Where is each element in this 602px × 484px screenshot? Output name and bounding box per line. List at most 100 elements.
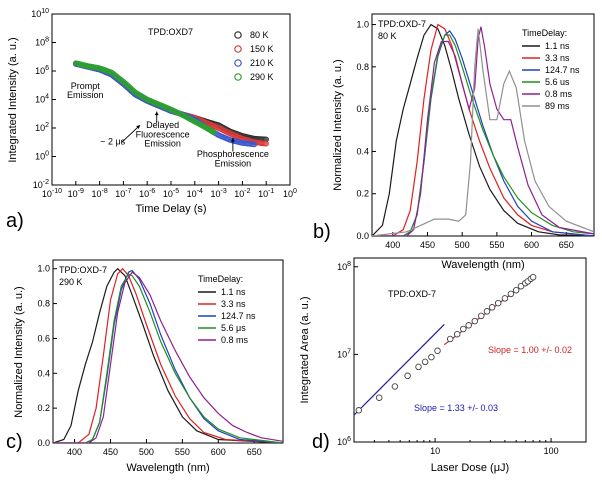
panel-b-ytick-label: 0.2: [356, 189, 369, 199]
panel-b-series-line: [372, 26, 594, 236]
panel-a-legend-label: 290 K: [250, 72, 274, 82]
panel-c-ytick-label: 0.0: [37, 438, 50, 448]
panel-a-annotation: Prompt: [71, 81, 101, 91]
panel-d-point: [415, 363, 422, 371]
panel-d-fit-blue-label: Slope = 1.33 +/- 0.03: [414, 403, 498, 413]
panel-b-legend-title: TimeDelay:: [522, 28, 567, 38]
panel-d-ticks: 10 100 106 107 108: [337, 261, 587, 456]
panel-a-title: TPD:OXD7: [148, 27, 193, 37]
panel-d-point: [355, 407, 363, 414]
panel-a-legend: 80 K 150 K 210 K 290 K: [234, 30, 274, 82]
panel-a-annotation: ~ 2 μs: [100, 136, 125, 146]
panel-a-xtick-label: 10-4: [187, 188, 203, 199]
panel-b-xtick-label: 650: [559, 240, 574, 250]
panel-c-frame: [52, 259, 284, 444]
panel-c-xtick-label: 450: [103, 447, 118, 457]
panel-d-ytick-label: 107: [337, 348, 351, 359]
panel-b-legend-label: 0.8 ms: [545, 89, 573, 99]
panel-a-arrow: [120, 124, 141, 144]
panel-b-legend: TimeDelay: 1.1 ns 3.3 ns 124.7 ns 5.6 us 0.8 …: [522, 28, 580, 111]
panel-d-point: [507, 290, 515, 298]
panel-d-xtick-label: 10: [430, 446, 440, 456]
panel-d-point: [494, 299, 502, 307]
panel-c-xtick-label: 550: [175, 447, 190, 457]
panel-b-ytick-label: 0.6: [356, 104, 369, 114]
panel-b-label: b): [313, 221, 331, 243]
panel-a-xtick-label: 10-10: [42, 188, 62, 199]
panel-a-xtick-label: 10-7: [115, 188, 131, 199]
panel-a-ytick-label: 104: [35, 94, 49, 105]
panel-a-xtick-label: 10-8: [91, 188, 107, 199]
panel-d-ytick-label: 108: [337, 261, 351, 272]
panel-c-legend-label: 1.1 ns: [221, 287, 246, 297]
panel-d-point: [483, 308, 491, 315]
panel-b: 400 450 500 550 600 650 0.0 0.2 0.4 0.6 0.8 1.0 TPD…: [313, 13, 595, 271]
panel-c-subtitle: 290 K: [59, 277, 83, 287]
panel-a-annotation: Emission: [144, 139, 181, 149]
panel-b-xtick-label: 450: [420, 240, 435, 250]
panel-d-fit-red-label: Slope = 1.00 +/- 0.02: [488, 345, 572, 355]
panel-b-legend-label: 3.3 ns: [545, 53, 570, 63]
panel-a-point: [211, 129, 217, 136]
panel-d-point: [471, 317, 479, 325]
panel-d-point: [428, 353, 435, 361]
panel-c-legend-label: 5.6 μs: [221, 323, 246, 333]
panel-c-label: c): [6, 431, 23, 453]
panel-a-xtick-label: 100: [283, 188, 297, 199]
panel-d-point: [421, 358, 429, 366]
panel-a-xlabel: Time Delay (s): [135, 203, 206, 215]
panel-d-point: [446, 335, 454, 343]
panel-a-ytick-label: 106: [35, 65, 49, 76]
panel-c-xtick-label: 600: [211, 447, 226, 457]
panel-b-legend-label: 5.6 us: [545, 77, 570, 87]
panel-d-point: [375, 394, 383, 401]
panel-c-ytick-label: 1.0: [37, 264, 50, 274]
panel-c-legend-title: TimeDelay:: [198, 274, 243, 284]
panel-c-ytick-label: 0.2: [37, 403, 50, 413]
panel-a-label: a): [6, 210, 24, 232]
panel-d-point: [453, 330, 461, 338]
panel-d-label: d): [312, 431, 330, 453]
panel-a-legend-marker: [234, 59, 242, 67]
panel-c-title: TPD:OXD-7: [59, 265, 107, 275]
panel-a-point: [251, 141, 258, 148]
panel-c: 400 450 500 550 600 650 0.0 0.2 0.4 0.6 0.8 1.0 TPD…: [6, 259, 284, 474]
panel-d-point: [434, 347, 441, 355]
panel-b-xtick-label: 600: [524, 240, 539, 250]
panel-c-series-line: [53, 267, 283, 443]
panel-d-fit-line: [353, 324, 445, 416]
panel-a-annotation: Fluorescence: [136, 129, 190, 139]
panel-d-xtick-label: 100: [544, 446, 559, 456]
panel-c-xtick-label: 650: [247, 447, 262, 457]
panel-b-legend-label: 89 ms: [545, 101, 570, 111]
panel-d-point: [460, 325, 467, 333]
panel-b-ticks: 400 450 500 550 600 650 0.0 0.2 0.4 0.6 0.8 1.0: [356, 20, 573, 250]
panel-d-ytick-label: 106: [337, 436, 351, 447]
panel-a-legend-label: 150 K: [250, 44, 274, 54]
panel-a-xtick-label: 10-9: [68, 188, 84, 199]
panel-d-point: [477, 312, 485, 320]
panel-d-xlabel: Laser Dose (μJ): [431, 462, 509, 474]
panel-c-legend-label: 124.7 ns: [221, 311, 256, 321]
panel-c-legend-label: 0.8 ms: [221, 335, 249, 345]
panel-d-point: [529, 273, 537, 281]
panel-a-arrowhead: [136, 125, 141, 129]
panel-c-xtick-label: 500: [139, 447, 154, 457]
panel-c-xlabel: Wavelength (nm): [126, 462, 209, 474]
panel-b-subtitle: 80 K: [378, 31, 397, 41]
panel-a-xtick-label: 10-2: [234, 188, 250, 199]
panel-b-ytick-label: 0.0: [356, 231, 369, 241]
panel-d-ylabel: Integrated Area (a. u.): [299, 296, 311, 403]
panel-b-series-line: [372, 23, 594, 236]
panel-b-ytick-label: 1.0: [356, 20, 369, 30]
panel-a-annotation: Emission: [215, 158, 252, 168]
panel-c-ytick-label: 0.6: [37, 333, 50, 343]
panel-c-series-line: [53, 271, 283, 443]
panel-c-legend-label: 3.3 ns: [221, 299, 246, 309]
panel-b-xlabel: Wavelength (nm): [441, 259, 524, 271]
panel-b-frame: [371, 13, 595, 237]
panel-a-annotation: Delayed: [146, 120, 179, 130]
panel-a-marks: [73, 60, 270, 148]
panel-a-legend-marker: [234, 31, 242, 39]
